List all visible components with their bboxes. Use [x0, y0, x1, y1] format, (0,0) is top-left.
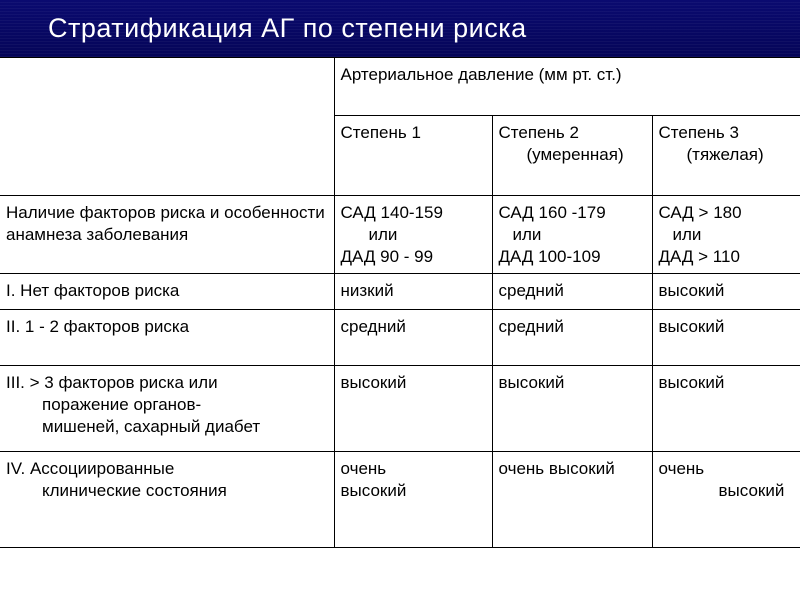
degree-1-name: Степень 1: [341, 122, 486, 144]
cell-ii-3: высокий: [652, 310, 800, 366]
risk-table: Артериальное давление (мм рт. ст.) Степе…: [0, 57, 800, 548]
cell-iv-3-b: высокий: [659, 480, 795, 502]
bp3-or: или: [659, 224, 795, 246]
cell-i-2: средний: [492, 274, 652, 310]
degree-2: Степень 2 (умеренная): [492, 116, 652, 196]
bp2-sad: САД 160 -179: [499, 202, 646, 224]
cell-iii-2: высокий: [492, 366, 652, 452]
cell-iv-1: очень высокий: [334, 452, 492, 548]
cell-i-1: низкий: [334, 274, 492, 310]
degree-2-name: Степень 2: [499, 122, 646, 144]
slide-title: Стратификация АГ по степени риска: [48, 13, 527, 44]
cell-ii-1: средний: [334, 310, 492, 366]
cell-iii-1: высокий: [334, 366, 492, 452]
bp-header: Артериальное давление (мм рт. ст.): [334, 58, 800, 116]
degree-2-sub: (умеренная): [499, 144, 646, 166]
row-iv-label: IV. Ассоциированные клинические состояни…: [0, 452, 334, 548]
degree-1: Степень 1: [334, 116, 492, 196]
row-iv-l2: клинические состояния: [6, 480, 328, 502]
row-i-label: I. Нет факторов риска: [0, 274, 334, 310]
row-iii-l1: III. > 3 факторов риска или: [6, 372, 328, 394]
cell-ii-2: средний: [492, 310, 652, 366]
cell-iv-3: очень высокий: [652, 452, 800, 548]
row-iii-l2: поражение органов-: [6, 394, 328, 416]
row-header-side: Наличие факторов риска и особенности ана…: [0, 196, 334, 274]
row-iii-label: III. > 3 факторов риска или поражение ор…: [0, 366, 334, 452]
cell-iv-1-a: очень: [341, 458, 486, 480]
bp1-sad: САД 140-159: [341, 202, 486, 224]
bp3-sad: САД > 180: [659, 202, 795, 224]
corner-empty: [0, 58, 334, 196]
cell-i-3: высокий: [652, 274, 800, 310]
bp-range-2: САД 160 -179 или ДАД 100-109: [492, 196, 652, 274]
bp1-dad: ДАД 90 - 99: [341, 246, 486, 268]
bp2-dad: ДАД 100-109: [499, 246, 646, 268]
row-iii-l3: мишеней, сахарный диабет: [6, 416, 328, 438]
degree-3-name: Степень 3: [659, 122, 795, 144]
bp-range-3: САД > 180 или ДАД > 110: [652, 196, 800, 274]
degree-3: Степень 3 (тяжелая): [652, 116, 800, 196]
bp2-or: или: [499, 224, 646, 246]
cell-iv-2: очень высокий: [492, 452, 652, 548]
cell-iii-3: высокий: [652, 366, 800, 452]
bp-range-1: САД 140-159 или ДАД 90 - 99: [334, 196, 492, 274]
cell-iv-1-b: высокий: [341, 480, 486, 502]
row-iv-l1: IV. Ассоциированные: [6, 458, 328, 480]
slide-header: Стратификация АГ по степени риска: [0, 0, 800, 57]
degree-3-sub: (тяжелая): [659, 144, 795, 166]
bp3-dad: ДАД > 110: [659, 246, 795, 268]
row-ii-label: II. 1 - 2 факторов риска: [0, 310, 334, 366]
bp1-or: или: [341, 224, 486, 246]
cell-iv-3-a: очень: [659, 458, 795, 480]
